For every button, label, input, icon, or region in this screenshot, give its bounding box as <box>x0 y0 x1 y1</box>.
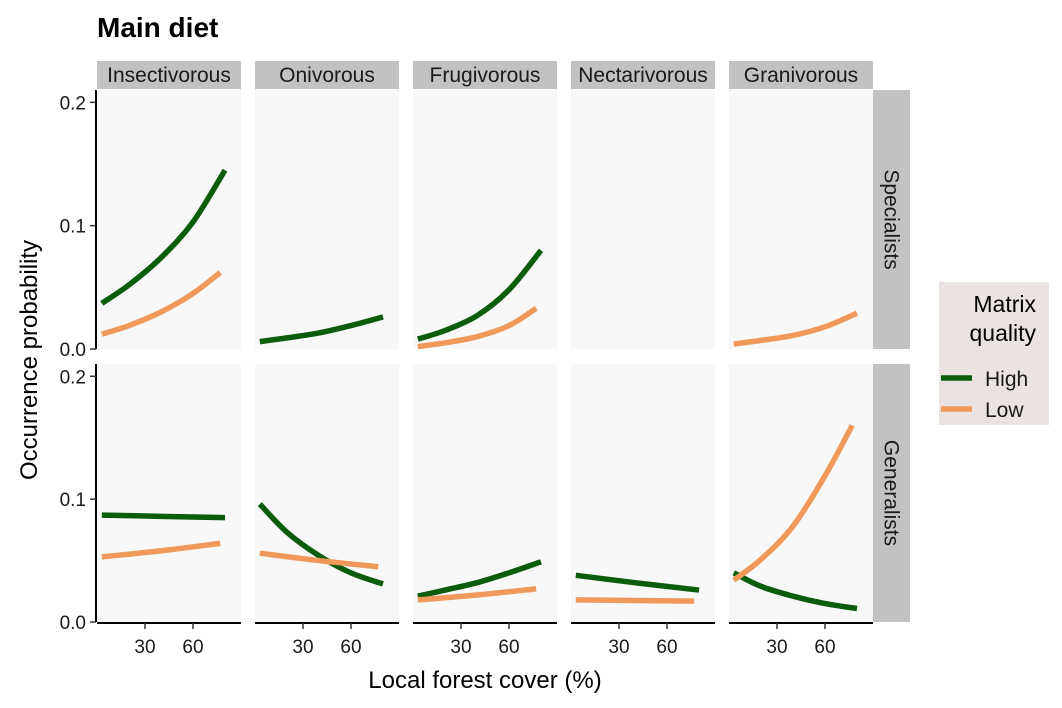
series-line-low-specialists-frugivorous <box>417 305 538 350</box>
x-axis-frugivorous: 30 60 <box>413 622 557 658</box>
strip-bg <box>413 61 557 89</box>
row-strip-label-specialists: Specialists <box>880 169 903 269</box>
panel-bg-specialists-nectarivorous <box>571 90 715 349</box>
y-tick-label: 0.0 <box>60 613 86 634</box>
series-line-high-specialists-insectivorous <box>100 168 228 306</box>
y-tick-label: 0.2 <box>60 93 86 114</box>
y-tick-label: 0.1 <box>60 217 86 238</box>
x-axis-granivorous: 30 60 <box>729 622 873 658</box>
panel-bg-generalists-granivorous <box>729 364 873 622</box>
strip-bg <box>255 61 399 89</box>
x-tick-label: 60 <box>656 637 677 658</box>
panel-bg-specialists-frugivorous <box>413 90 557 349</box>
strip-bg <box>571 61 715 89</box>
x-tick-label: 30 <box>608 637 629 658</box>
series-line-low-specialists-granivorous <box>733 310 859 347</box>
axes-layer: 0.0 0.1 0.2 0.0 0.1 0.2 30 60 30 60 30 60 30 60 30 60 <box>60 90 873 658</box>
x-tick-label: 30 <box>766 637 787 658</box>
series-line-high-specialists-onivorous <box>259 314 384 345</box>
panel-bg-generalists-frugivorous <box>413 364 557 622</box>
panel-bg-generalists-insectivorous <box>97 364 241 622</box>
series-line-low-generalists-insectivorous <box>101 540 221 560</box>
strip-insectivorous: Insectivorous <box>97 61 241 89</box>
legend: Matrix quality High Low <box>939 282 1049 425</box>
legend-entry-high: High <box>941 368 1028 391</box>
series-line-high-specialists-frugivorous <box>416 248 544 342</box>
y-tick-label: 0.0 <box>60 340 86 361</box>
x-axis-onivorous: 30 60 <box>255 622 399 658</box>
strip-label-frugivorous: Frugivorous <box>430 64 541 87</box>
strip-onivorous: Onivorous <box>255 61 399 89</box>
x-axis-title: Local forest cover (%) <box>368 667 601 694</box>
series-line-low-generalists-granivorous <box>732 424 855 583</box>
series-line-low-generalists-nectarivorous <box>575 597 695 604</box>
legend-title-line: quality <box>970 320 1037 346</box>
row-strip-specialists: Specialists <box>873 90 910 349</box>
row-strip-label-generalists: Generalists <box>880 440 903 546</box>
x-tick-label: 60 <box>814 637 835 658</box>
panels-layer: Insectivorous Onivorous Frugivorous Nectari… <box>97 61 910 622</box>
series-line-high-generalists-granivorous <box>732 570 858 612</box>
series-line-low-generalists-frugivorous <box>417 586 537 603</box>
x-tick-label: 60 <box>498 637 519 658</box>
x-tick-label: 30 <box>450 637 471 658</box>
y-axis-specialists: 0.0 0.1 0.2 <box>60 90 97 361</box>
chart-title: Main diet <box>97 12 218 43</box>
x-tick-label: 30 <box>292 637 313 658</box>
panel-bg-specialists-onivorous <box>255 90 399 349</box>
strip-granivorous: Granivorous <box>729 61 873 89</box>
y-tick-label: 0.2 <box>60 367 86 388</box>
x-tick-label: 60 <box>182 637 203 658</box>
series-line-low-specialists-insectivorous <box>100 270 222 337</box>
strip-label-onivorous: Onivorous <box>279 64 375 87</box>
strip-label-nectarivorous: Nectarivorous <box>578 64 708 87</box>
legend-title-line: Matrix <box>973 291 1036 317</box>
row-strip-bg <box>873 90 910 349</box>
row-strip-generalists: Generalists <box>873 364 910 622</box>
legend-label-low: Low <box>985 399 1024 422</box>
series-line-high-generalists-insectivorous <box>101 512 226 521</box>
strip-nectarivorous: Nectarivorous <box>571 61 715 89</box>
x-tick-label: 60 <box>340 637 361 658</box>
series-line-high-generalists-frugivorous <box>417 559 542 599</box>
series-line-low-generalists-onivorous <box>259 550 379 570</box>
y-axis-title: Occurrence probability <box>16 240 43 480</box>
x-axis-nectarivorous: 30 60 <box>571 622 715 658</box>
y-axis-generalists: 0.0 0.1 0.2 <box>60 364 97 634</box>
strip-label-insectivorous: Insectivorous <box>107 64 231 87</box>
strip-frugivorous: Frugivorous <box>413 61 557 89</box>
row-strip-bg <box>873 364 910 622</box>
series-line-high-generalists-onivorous <box>257 502 384 587</box>
strip-label-granivorous: Granivorous <box>744 64 858 87</box>
legend-entry-low: Low <box>941 399 1024 422</box>
strip-bg <box>97 61 241 89</box>
x-axis-insectivorous: 30 60 <box>97 622 241 658</box>
legend-box <box>939 282 1049 425</box>
legend-label-high: High <box>985 368 1028 391</box>
series-line-high-generalists-nectarivorous <box>575 572 700 593</box>
strip-bg <box>729 61 873 89</box>
panel-bg-specialists-granivorous <box>729 90 873 349</box>
y-tick-label: 0.1 <box>60 490 86 511</box>
x-tick-label: 30 <box>134 637 155 658</box>
